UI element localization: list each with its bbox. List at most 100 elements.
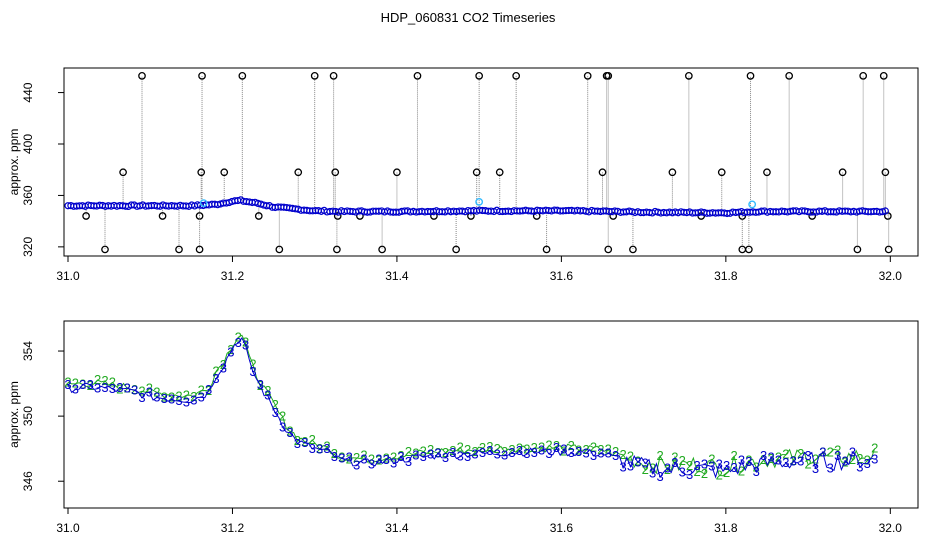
co2-point <box>881 207 889 215</box>
series-2-point: 2 <box>671 449 678 464</box>
series-3-point: 3 <box>338 451 345 466</box>
series-2-point: 2 <box>323 439 330 454</box>
y-axis-label: approx. ppm <box>7 381 21 448</box>
series-3-point: 3 <box>72 381 79 396</box>
raw-outlier-point <box>785 72 794 80</box>
series-2-point: 2 <box>730 448 737 463</box>
series-2-point: 2 <box>64 374 71 389</box>
series-3-point: 3 <box>708 459 715 474</box>
series-2-point: 2 <box>109 374 116 389</box>
series-2-point: 2 <box>619 447 626 462</box>
panel-1: 31.0 31.2 31.4 31.6 31.8 32.0 320 360 400 440 appr… <box>7 67 919 283</box>
series-2-point: 2 <box>116 382 123 397</box>
series-3-point: 3 <box>664 460 671 475</box>
series-3-point: 3 <box>671 455 678 470</box>
series-3-point: 3 <box>360 451 367 466</box>
series-3-point: 3 <box>656 469 663 484</box>
raw-outlier-point <box>413 72 422 80</box>
raw-outlier-point <box>746 72 755 80</box>
raw-outlier-point <box>101 245 109 254</box>
raw-outlier-point <box>378 245 386 254</box>
raw-outlier-point <box>452 245 460 254</box>
series-3-point: 3 <box>775 452 782 467</box>
series-3-point: 3 <box>634 454 641 469</box>
series-2-point: 2 <box>738 463 745 478</box>
series-3-point: 3 <box>397 449 404 464</box>
series-2-point: 2 <box>190 389 197 404</box>
raw-outlier-point <box>629 245 637 254</box>
series-2-point: 2 <box>101 373 108 388</box>
series-3-point: 3 <box>812 461 819 476</box>
series-2-point: 2 <box>198 383 205 398</box>
series-3-point: 3 <box>760 448 767 463</box>
flagged-point <box>748 200 757 209</box>
series-2-point: 2 <box>442 445 449 460</box>
series-2-point: 2 <box>301 434 308 449</box>
series-3-point: 3 <box>212 371 219 386</box>
series-2-point: 2 <box>508 442 515 457</box>
series-2-point: 2 <box>249 356 256 371</box>
series-2-point: 2 <box>642 462 649 477</box>
raw-outlier-point <box>604 245 613 254</box>
series-2-point: 2 <box>775 449 782 464</box>
raw-outlier-point <box>333 212 342 220</box>
series-2-point: 2 <box>812 452 819 467</box>
series-2-point: 2 <box>597 442 604 457</box>
raw-outlier-point <box>138 72 146 80</box>
raw-outlier-point <box>82 212 90 220</box>
flagged-point <box>475 197 484 206</box>
series-3-point: 3 <box>101 380 108 395</box>
raw-outlier-point <box>294 168 303 177</box>
chart-title: HDP_060831 CO2 Timeseries <box>380 10 556 25</box>
series-3-point: 3 <box>146 384 153 399</box>
series-2-point: 2 <box>531 440 538 455</box>
raw-outlier-point <box>254 212 263 220</box>
series-3-point: 3 <box>79 377 86 392</box>
x-tick-label: 31.8 <box>714 269 738 283</box>
x-tick-label: 31.6 <box>550 521 574 535</box>
series-3-point: 3 <box>316 442 323 457</box>
series-3-point: 3 <box>124 380 131 395</box>
series-3-point: 3 <box>827 460 834 475</box>
series-2-point: 2 <box>316 441 323 456</box>
series-3-point: 3 <box>871 451 878 466</box>
series-2-point: 2 <box>412 446 419 461</box>
raw-outlier-point <box>684 72 693 80</box>
series-2-point: 2 <box>693 464 700 479</box>
raw-outlier-point <box>331 168 340 177</box>
series-3-point: 3 <box>449 445 456 460</box>
series-2-point: 2 <box>449 443 456 458</box>
series-2-point: 2 <box>634 454 641 469</box>
series-3-point: 3 <box>242 337 249 352</box>
series-3-point: 3 <box>464 449 471 464</box>
series-2-point: 2 <box>227 342 234 357</box>
series-2-point: 2 <box>553 438 560 453</box>
series-2-point: 2 <box>649 460 656 475</box>
series-3-point: 3 <box>109 381 116 396</box>
raw-outlier-point <box>609 212 618 220</box>
series-3-point: 3 <box>87 377 94 392</box>
series-3-point: 3 <box>804 448 811 463</box>
raw-outlier-point <box>583 72 592 80</box>
series-3-point: 3 <box>279 419 286 434</box>
series-3-point: 3 <box>442 450 449 465</box>
raw-outlier-point <box>275 245 284 254</box>
series-3-point: 3 <box>494 447 501 462</box>
series-2-point: 2 <box>94 372 101 387</box>
raw-outlier-point <box>119 168 127 177</box>
series-3-point: 3 <box>427 447 434 462</box>
series-3-point: 3 <box>486 443 493 458</box>
series-2-point: 2 <box>538 439 545 454</box>
series-2-point: 2 <box>264 383 271 398</box>
series-2-point: 2 <box>575 443 582 458</box>
series-2-point: 2 <box>679 453 686 468</box>
series-3-point: 3 <box>168 392 175 407</box>
x-tick-label: 32.0 <box>879 521 903 535</box>
series-3-point: 3 <box>575 444 582 459</box>
series-2-point: 2 <box>420 443 427 458</box>
y-tick-label: 440 <box>21 82 35 102</box>
raw-outlier-point <box>763 168 771 177</box>
series-2-point: 2 <box>220 357 227 372</box>
series-2-point: 2 <box>479 440 486 455</box>
series-2-point: 2 <box>183 387 190 402</box>
